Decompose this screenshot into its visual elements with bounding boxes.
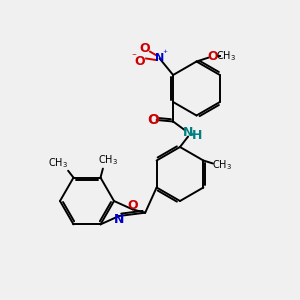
Text: O: O <box>135 55 146 68</box>
Text: $^-$: $^-$ <box>130 51 138 60</box>
Text: O: O <box>127 199 138 212</box>
Text: $^+$: $^+$ <box>161 49 169 58</box>
Text: O: O <box>207 50 218 63</box>
Text: N: N <box>183 126 193 140</box>
Text: N: N <box>114 213 124 226</box>
Text: O: O <box>139 41 150 55</box>
Text: N: N <box>155 53 164 64</box>
Text: CH$_3$: CH$_3$ <box>49 156 68 170</box>
Text: H: H <box>192 129 202 142</box>
Text: CH$_3$: CH$_3$ <box>98 153 118 167</box>
Text: CH$_3$: CH$_3$ <box>216 49 236 63</box>
Text: O: O <box>147 113 159 127</box>
Text: CH$_3$: CH$_3$ <box>212 158 232 172</box>
